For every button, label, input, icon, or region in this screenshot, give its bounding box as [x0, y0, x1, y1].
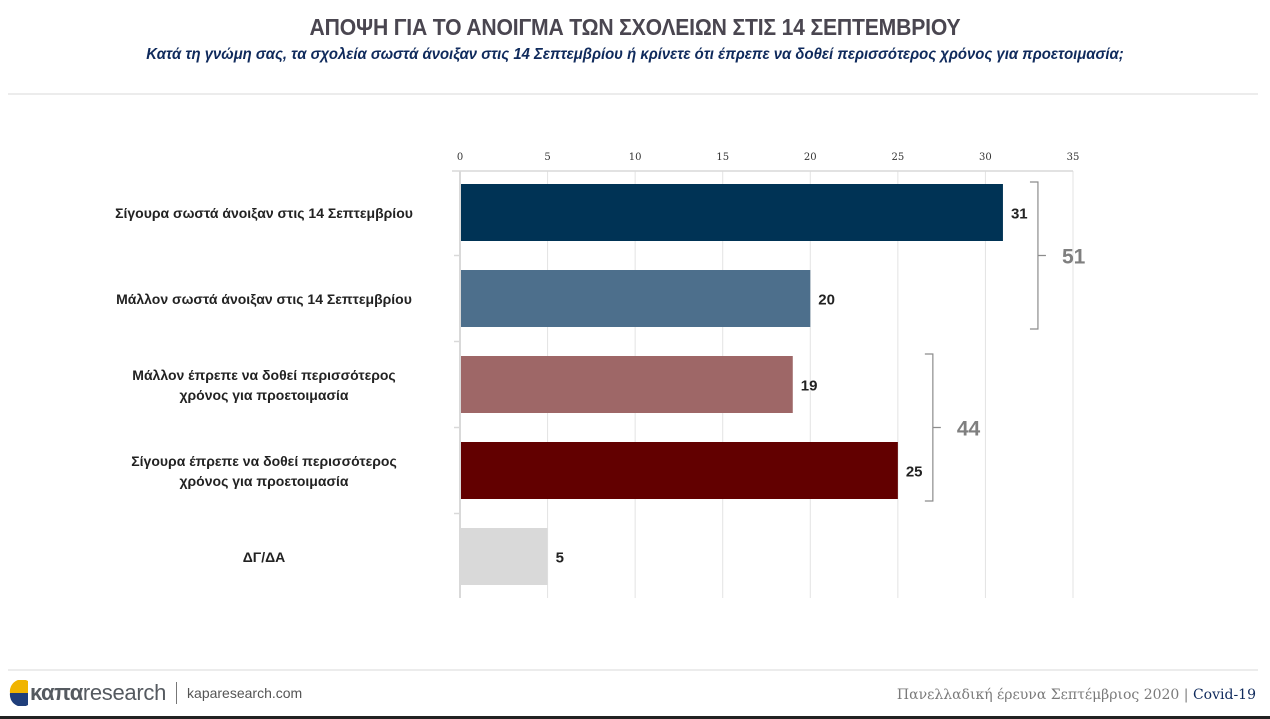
x-tick-label: 15	[716, 152, 729, 163]
group-bracket	[924, 353, 941, 502]
page-subtitle: Κατά τη γνώμη σας, τα σχολεία σωστά άνοι…	[146, 46, 1124, 63]
bar	[461, 184, 1003, 241]
group-total-label: 44	[957, 418, 981, 441]
x-tick-label: 25	[891, 152, 904, 163]
category-label: Μάλλον έπρεπε να δοθεί περισσότερος χρόνο…	[84, 365, 444, 405]
brand-name-light: research	[82, 680, 167, 705]
category-label: Σίγουρα έπρεπε να δοθεί περισσότερος χρόν…	[84, 451, 444, 491]
bar	[461, 356, 793, 413]
x-tick-label: 5	[544, 152, 550, 163]
category-label-line: Μάλλον σωστά άνοιξαν στις 14 Σεπτεμβρίου	[116, 290, 412, 307]
data-label: 31	[1011, 206, 1028, 223]
footer-brand: καπα research kaparesearch.com	[8, 680, 302, 706]
category-label-line: ΔΓ/ΔΑ	[242, 548, 286, 565]
category-label-line: Σίγουρα σωστά άνοιξαν στις 14 Σεπτεμβρίο…	[115, 204, 413, 221]
x-tick-label: 10	[629, 152, 642, 163]
x-tick-label: 0	[457, 152, 463, 163]
brand-separator	[176, 682, 178, 704]
category-label: ΔΓ/ΔΑ	[84, 547, 444, 567]
data-label: 19	[801, 378, 818, 395]
survey-separator: |	[1183, 687, 1189, 703]
category-label-line: Μάλλον έπρεπε να δοθεί περισσότερος	[132, 366, 396, 383]
footer-survey-info: Πανελλαδική έρευνα Σεπτέμβριος 2020 | Co…	[897, 687, 1256, 703]
x-tick-label: 35	[1067, 152, 1080, 163]
category-label-line: χρόνος για προετοιμασία	[179, 472, 349, 489]
footer-divider	[8, 669, 1258, 671]
bottom-border	[0, 716, 1270, 719]
x-tick-label: 30	[979, 152, 992, 163]
bar	[461, 270, 811, 327]
bar	[461, 528, 548, 585]
category-label: Μάλλον σωστά άνοιξαν στις 14 Σεπτεμβρίου	[84, 289, 444, 309]
data-label: 25	[906, 464, 923, 481]
website-link[interactable]: kaparesearch.com	[187, 685, 303, 701]
data-label: 20	[818, 292, 835, 309]
category-label-line: χρόνος για προετοιμασία	[179, 386, 349, 403]
header-divider	[8, 93, 1258, 95]
category-label-line: Σίγουρα έπρεπε να δοθεί περισσότερος	[131, 452, 397, 469]
survey-label: Πανελλαδική έρευνα Σεπτέμβριος 2020	[896, 687, 1180, 703]
page-title: ΑΠΟΨΗ ΓΙΑ ΤΟ ΑΝΟΙΓΜΑ ΤΩΝ ΣΧΟΛΕΙΩΝ ΣΤΙΣ 1…	[309, 14, 961, 40]
category-label: Σίγουρα σωστά άνοιξαν στις 14 Σεπτεμβρίο…	[84, 203, 444, 223]
brand-name-bold: καπα	[30, 680, 83, 705]
kapa-logo-icon	[9, 680, 28, 706]
bar	[461, 442, 898, 499]
x-tick-label: 20	[804, 152, 817, 163]
group-total-label: 51	[1062, 246, 1086, 269]
data-label: 5	[556, 550, 564, 567]
group-bracket	[1029, 181, 1046, 330]
bar-chart: 0 5 10 15 20 25 30 35 31 20 19 25 5 51 44	[452, 152, 1086, 598]
survey-tag: Covid-19	[1192, 687, 1256, 703]
